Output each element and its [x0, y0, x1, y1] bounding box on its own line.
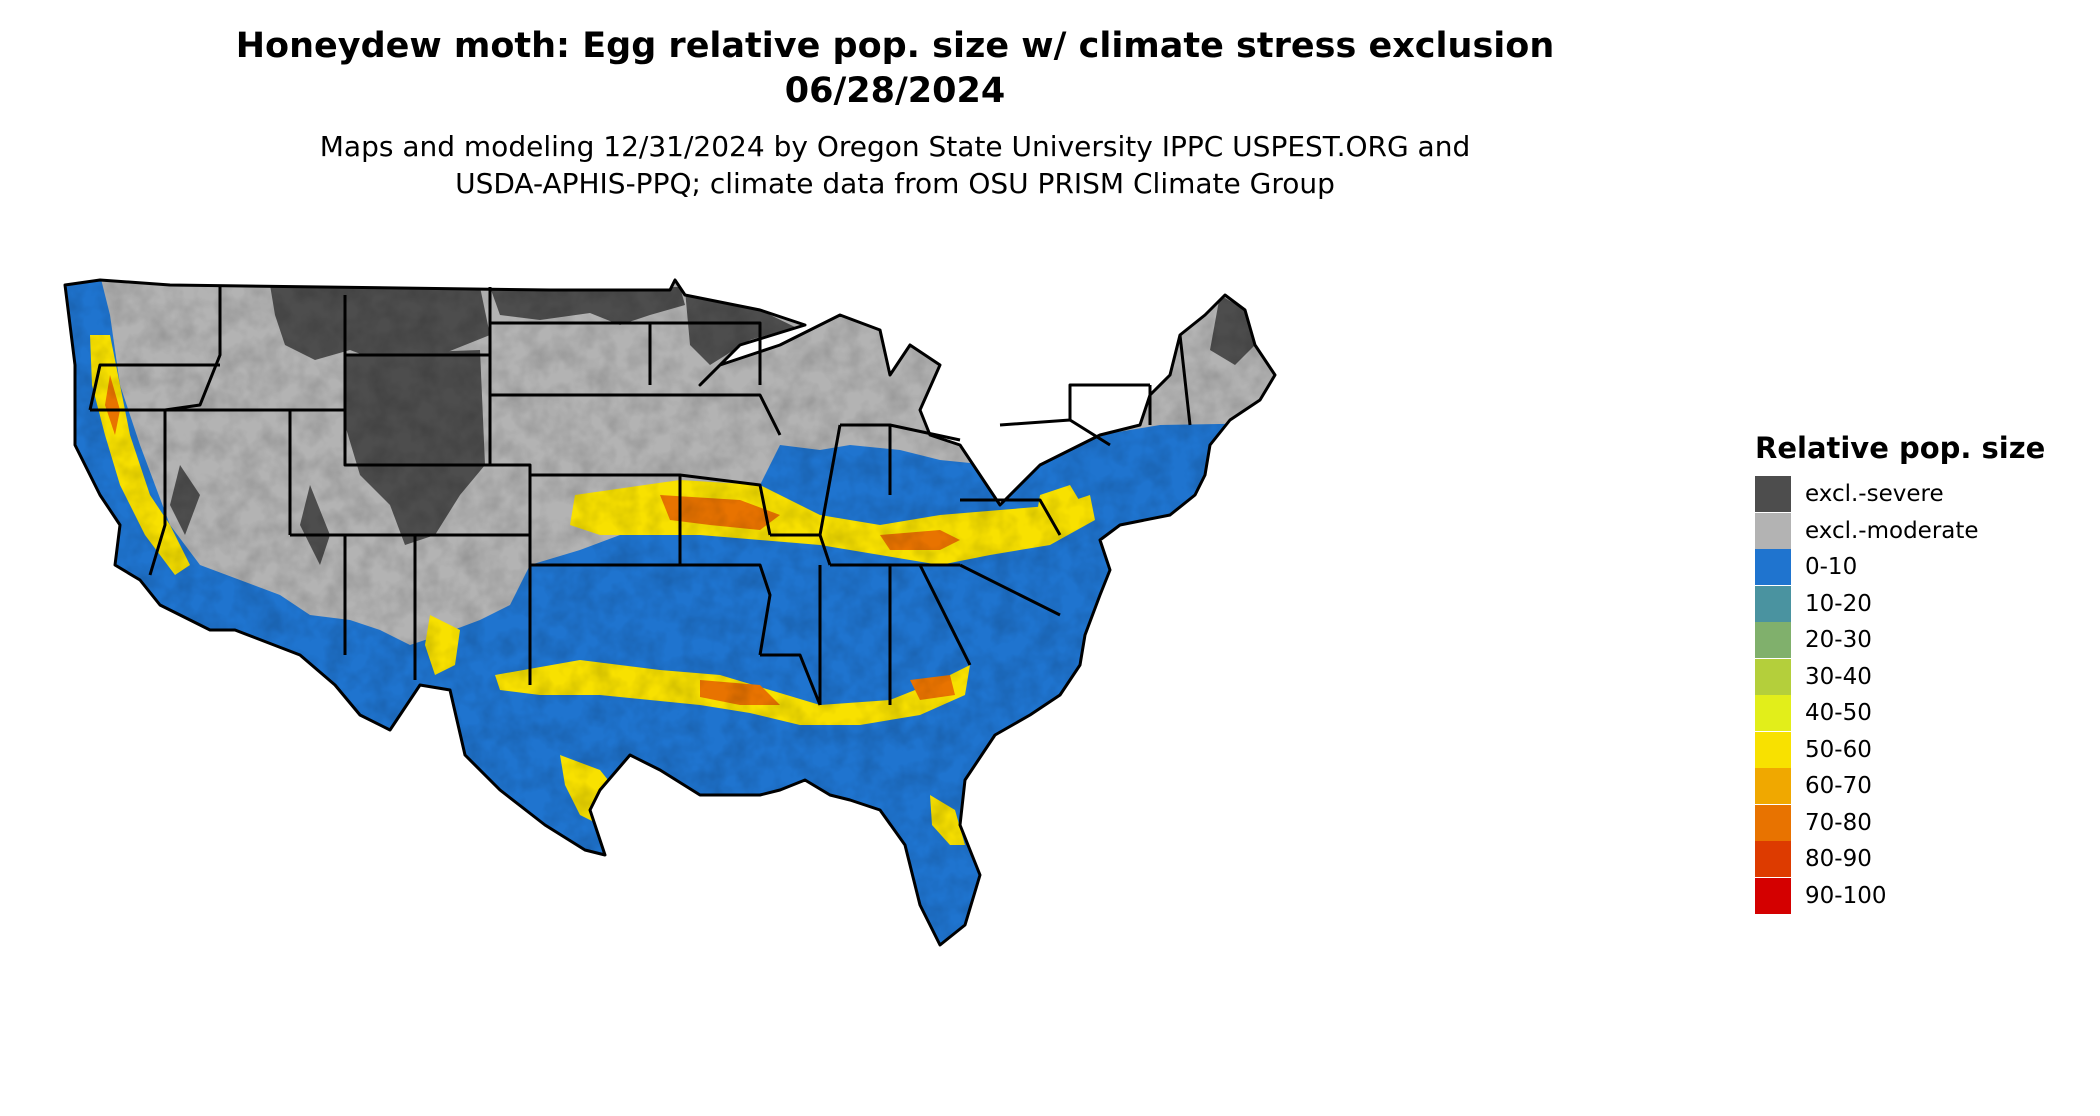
legend-label: excl.-moderate — [1805, 517, 1979, 544]
legend-label: 50-60 — [1805, 736, 1872, 763]
legend-label: excl.-severe — [1805, 481, 1944, 508]
legend-item: 10-20 — [1755, 585, 2095, 623]
map-title: Honeydew moth: Egg relative pop. size w/… — [235, 26, 1555, 66]
map-fill — [65, 280, 1275, 945]
legend-label: 80-90 — [1805, 846, 1872, 873]
legend-swatch — [1755, 695, 1791, 732]
legend-item: 50-60 — [1755, 731, 2095, 769]
state-boundaries — [63, 278, 1277, 947]
legend-item: 80-90 — [1755, 841, 2095, 878]
legend-swatch — [1755, 877, 1791, 914]
legend-label: 20-30 — [1805, 627, 1872, 654]
legend-swatch — [1755, 731, 1791, 768]
us-map — [60, 235, 1750, 1105]
legend-swatch — [1755, 476, 1791, 513]
legend-title: Relative pop. size — [1755, 431, 2046, 465]
legend-item: 30-40 — [1755, 658, 2095, 696]
map-credit-line-2: USDA-APHIS-PPQ; climate data from OSU PR… — [455, 167, 1335, 200]
legend-swatch — [1755, 768, 1791, 805]
legend-label: 10-20 — [1805, 590, 1872, 617]
legend-swatch — [1755, 841, 1791, 878]
legend-swatch — [1755, 549, 1791, 586]
legend-item: 40-50 — [1755, 695, 2095, 732]
map-date: 06/28/2024 — [784, 71, 1006, 111]
legend-items: excl.-severe excl.-moderate 0-10 10-20 20-30… — [1755, 476, 2095, 914]
legend-swatch — [1755, 804, 1791, 841]
legend: Relative pop. size excl.-severe excl.-mod… — [1755, 430, 2095, 914]
legend-label: 30-40 — [1805, 663, 1872, 690]
legend-item: 20-30 — [1755, 622, 2095, 659]
legend-item: 90-100 — [1755, 877, 2095, 915]
legend-label: 40-50 — [1805, 700, 1872, 727]
us-map-svg — [63, 278, 1277, 947]
legend-label: 0-10 — [1805, 554, 1858, 581]
legend-swatch — [1755, 622, 1791, 659]
legend-swatch — [1755, 658, 1791, 695]
legend-label: 60-70 — [1805, 773, 1872, 800]
legend-item: 60-70 — [1755, 768, 2095, 805]
legend-swatch — [1755, 512, 1791, 549]
legend-item: excl.-moderate — [1755, 512, 2095, 550]
legend-label: 90-100 — [1805, 882, 1887, 909]
map-credit-line-1: Maps and modeling 12/31/2024 by Oregon S… — [319, 130, 1471, 163]
legend-item: 0-10 — [1755, 549, 2095, 586]
legend-item: excl.-severe — [1755, 476, 2095, 513]
legend-swatch — [1755, 585, 1791, 622]
legend-item: 70-80 — [1755, 804, 2095, 842]
legend-label: 70-80 — [1805, 809, 1872, 836]
